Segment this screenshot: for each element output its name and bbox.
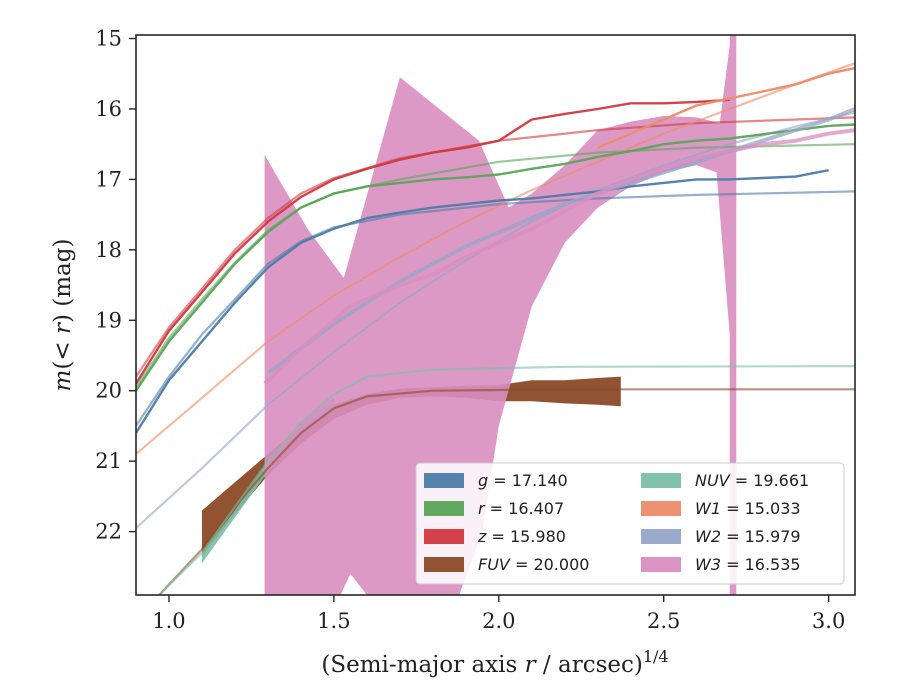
x-axis-label-mid: / arcsec) [536,652,643,678]
model-line-z [136,116,855,378]
legend: g = 17.140 r = 16.407 z = 15.980 FUV = 20.0… [415,462,845,585]
x-axis-label-sup: 1/4 [643,647,669,666]
y-axis-label-var: m [50,370,76,392]
y-tick-label: 18 [95,238,122,262]
data-line-z [136,98,730,385]
plot-frame [135,34,856,596]
y-axis-ticks: 15 16 17 18 19 20 21 22 [95,27,136,544]
x-tick-label: 1.0 [152,609,185,633]
y-tick-label: 21 [95,449,122,473]
model-line-nuv [158,365,855,595]
band-fuv [202,376,621,557]
model-line-w1 [136,62,855,455]
y-tick-label: 17 [95,167,122,191]
y-axis-label-space [50,334,76,341]
data-line-w3 [263,128,855,386]
legend-swatch-w3 [641,557,681,572]
legend-swatch-nuv [641,473,681,488]
legend-swatch-r [424,501,464,516]
series-layer [136,35,855,595]
legend-label-r: r = 16.407 [478,499,564,518]
x-tick-label: 2.0 [482,609,515,633]
legend-swatch-z [424,529,464,544]
legend-frame [415,462,845,585]
legend-label-fuv: FUV = 20.000 [478,555,589,574]
legend-label-g: g = 17.140 [478,471,568,490]
y-axis-label-pre: ( [50,361,76,370]
band-w3 [264,35,737,595]
legend-label-nuv: NUV = 19.661 [695,471,809,490]
legend-swatch-fuv [424,557,464,572]
y-axis-label-lt: < [50,341,76,360]
legend-swatch-g [424,473,464,488]
y-tick-label: 20 [95,379,122,403]
x-axis-ticks: 1.0 1.5 2.0 2.5 3.0 [152,595,845,633]
y-tick-label: 15 [95,27,122,51]
x-tick-label: 3.0 [812,609,845,633]
legend-label-z: z = 15.980 [477,527,566,546]
y-tick-label: 19 [95,308,122,332]
x-axis-label-pre: (Semi-major axis [321,652,524,678]
data-line-r [136,123,855,392]
y-tick-label: 22 [95,520,122,544]
data-line-g [136,169,829,434]
x-axis-label-var: r [525,652,538,678]
y-axis-label-post: ) (mag) [50,239,76,323]
x-tick-label: 1.5 [317,609,350,633]
legend-label-w1: W1 = 15.033 [695,499,801,518]
y-axis-label-r: r [50,321,76,334]
x-tick-label: 2.5 [647,609,680,633]
legend-label-w2: W2 = 15.979 [695,527,801,546]
y-tick-label: 16 [95,97,122,121]
y-axis-label: m(< r) (mag) [50,239,76,392]
data-line-w1 [597,66,855,149]
model-line-g [136,190,855,427]
data-line-w2 [266,107,855,375]
legend-swatch-w2 [641,529,681,544]
x-axis-label: (Semi-major axis r / arcsec)1/4 [321,647,668,678]
legend-label-w3: W3 = 16.535 [695,555,801,574]
legend-swatch-w1 [641,501,681,516]
